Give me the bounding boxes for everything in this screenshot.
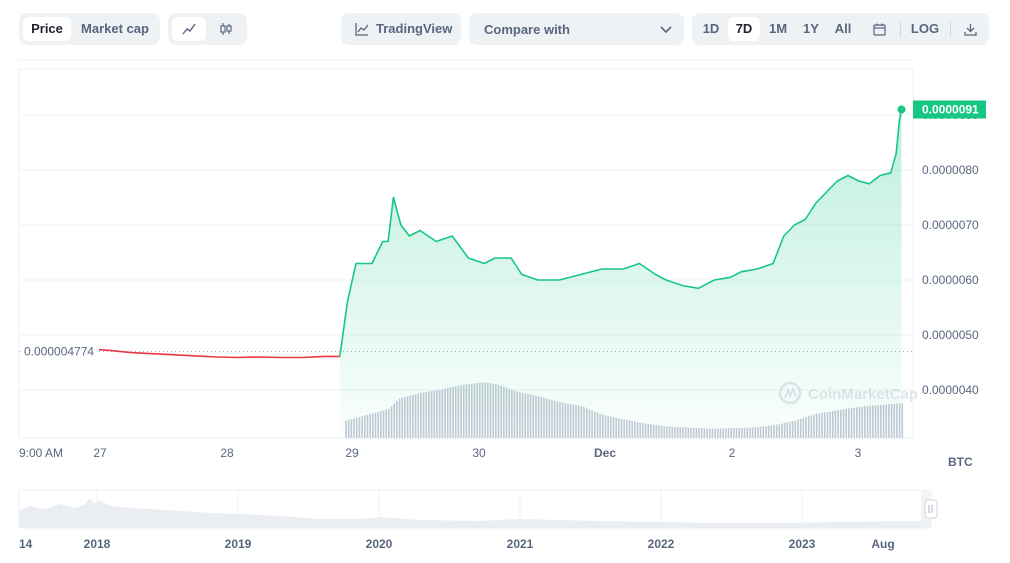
navigator-year-label: 2019: [225, 537, 252, 551]
navigator-year-labels: 14 2018 2019 2020 2021 2022 2023 Aug: [19, 537, 895, 551]
line-chart-icon: [182, 23, 196, 35]
tab-market-cap[interactable]: Market cap: [81, 21, 149, 36]
x-tick-label: 29: [345, 446, 359, 460]
current-price-dot: [897, 105, 906, 114]
toolbar-divider: [950, 21, 951, 37]
toolbar-divider: [900, 21, 901, 37]
tradingview-label: TradingView: [376, 21, 453, 36]
grip-icon: [928, 505, 933, 513]
reference-price-label: 0.000004774: [24, 345, 94, 359]
chevron-down-icon: [660, 26, 672, 34]
x-tick-label: Dec: [594, 446, 616, 460]
tradingview-icon: [355, 23, 369, 36]
x-tick-label: 3: [855, 446, 862, 460]
date-picker-button[interactable]: [864, 17, 894, 41]
navigator-year-label: Aug: [871, 537, 894, 551]
navigator-year-label: 2023: [789, 537, 816, 551]
line-chart-button[interactable]: [172, 17, 206, 41]
y-tick-label: 0.0000040: [922, 383, 979, 397]
current-price-label: 0.0000091: [922, 103, 979, 117]
range-1y[interactable]: 1Y: [803, 21, 819, 36]
navigator-handle[interactable]: [924, 499, 938, 519]
download-button[interactable]: [956, 17, 984, 41]
y-tick-label: 0.0000050: [922, 328, 979, 342]
x-tick-label: 28: [220, 446, 234, 460]
range-all[interactable]: All: [834, 21, 852, 36]
x-tick-label: 9:00 AM: [19, 446, 63, 460]
navigator-history-area: [19, 498, 931, 528]
x-tick-label: 27: [93, 446, 107, 460]
tab-price[interactable]: Price: [23, 17, 71, 41]
y-tick-label: 0.0000070: [922, 218, 979, 232]
log-scale-button[interactable]: LOG: [910, 21, 940, 36]
range-1d[interactable]: 1D: [702, 21, 720, 36]
view-toggle: Price Market cap: [19, 13, 160, 45]
compare-select[interactable]: Compare with: [469, 13, 684, 45]
range-1m[interactable]: 1M: [768, 21, 788, 36]
price-area: [339, 109, 902, 438]
candlestick-button[interactable]: [209, 17, 243, 41]
navigator-year-label: 2018: [84, 537, 111, 551]
navigator-year-label: 2021: [507, 537, 534, 551]
range-toolbar: 1D 7D 1M 1Y All LOG: [692, 13, 989, 45]
candlestick-icon: [220, 23, 232, 35]
coinmarketcap-watermark: CoinMarketCap: [778, 381, 918, 405]
tradingview-button[interactable]: TradingView: [341, 13, 461, 45]
navigator-year-label: 2020: [366, 537, 393, 551]
price-area-fill: [339, 109, 902, 438]
watermark-text: CoinMarketCap: [808, 386, 918, 403]
price-line-up: [339, 109, 903, 357]
currency-label: BTC: [948, 455, 973, 469]
y-tick-label: 0.0000060: [922, 273, 979, 287]
y-tick-label: 0.0000080: [922, 163, 979, 177]
price-lines: [67, 109, 903, 359]
navigator-year-label: 14: [19, 537, 33, 551]
range-7d[interactable]: 7D: [728, 17, 760, 41]
current-price-badge: [913, 100, 986, 119]
navigator-year-label: 2022: [648, 537, 675, 551]
chart-labels: 0.0000040 0.0000050 0.0000060 0.0000070 0.00…: [19, 100, 986, 460]
x-tick-label: 2: [729, 446, 736, 460]
compare-label: Compare with: [484, 22, 570, 37]
price-line-down: [67, 347, 340, 359]
chart-type-toggle: [168, 13, 247, 45]
calendar-icon: [872, 23, 886, 36]
volume-bar: [901, 403, 904, 438]
reference-price-badge: [21, 342, 99, 361]
range-navigator[interactable]: 14 2018 2019 2020 2021 2022 2023 Aug: [18, 489, 938, 551]
x-tick-label: 30: [472, 446, 486, 460]
download-icon: [963, 24, 977, 36]
